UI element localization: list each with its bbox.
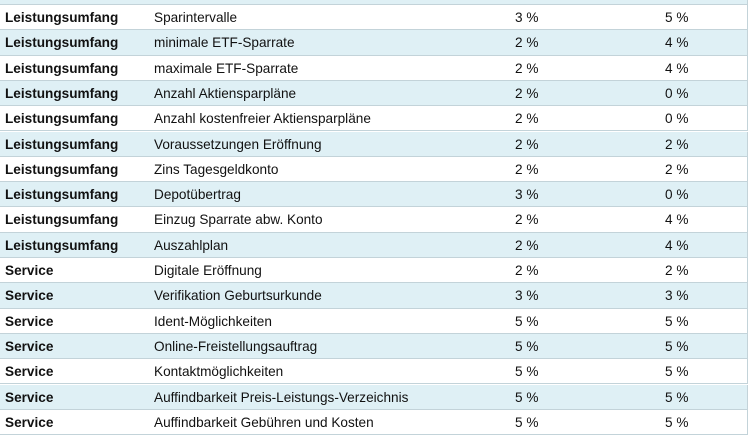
table-cell: 4 % xyxy=(665,237,689,253)
table-cell: Service xyxy=(5,288,54,304)
table-cell: Auszahlplan xyxy=(154,237,229,253)
table-cell: 2 % xyxy=(515,263,539,278)
table-cell: 5 % xyxy=(515,313,539,329)
table-row: Service Auffindbarkeit Preis-Leistungs-Ve… xyxy=(0,384,748,410)
table-cell: Digitale Eröffnung xyxy=(154,263,262,278)
table-row: Leistungsumfang minimale ETF-Sparrate 2 % 4… xyxy=(0,30,748,56)
table-cell: Leistungsumfang xyxy=(5,60,119,76)
table-cell: Service xyxy=(5,338,54,354)
table-cell: 0 % xyxy=(665,111,689,127)
table-cell: 2 % xyxy=(515,136,539,152)
table-cell: 5 % xyxy=(665,313,689,329)
table-cell: 5 % xyxy=(515,364,539,380)
table-cell: 5 % xyxy=(515,414,539,430)
table-cell: Online-Freistellungsauftrag xyxy=(154,338,318,354)
table-cell: 5 % xyxy=(665,414,689,430)
table-cell: 2 % xyxy=(515,111,539,127)
table-cell: 4 % xyxy=(665,35,689,51)
table-cell: 5 % xyxy=(665,10,689,25)
table-cell: Voraussetzungen Eröffnung xyxy=(154,136,322,152)
table-cell: Anzahl kostenfreier Aktiensparpläne xyxy=(154,111,371,127)
table-cell: 2 % xyxy=(515,237,539,253)
table-cell: 5 % xyxy=(665,338,689,354)
table-cell: Leistungsumfang xyxy=(5,35,119,51)
table-cell: 3 % xyxy=(515,10,539,25)
table-cell: 2 % xyxy=(665,161,689,177)
table-cell: maximale ETF-Sparrate xyxy=(154,60,299,76)
table-cell: 2 % xyxy=(515,85,539,101)
table-cell: 2 % xyxy=(515,161,539,177)
table-row: Service Kontaktmöglichkeiten 5 % 5 % xyxy=(0,359,748,385)
table-row: Service Auffindbarkeit Gebühren und Koste… xyxy=(0,409,748,435)
table-cell: 5 % xyxy=(665,389,689,405)
table-cell: 3 % xyxy=(515,288,539,304)
table-row xyxy=(0,0,748,5)
table-cell: Sparintervalle xyxy=(154,10,238,25)
table-cell: 2 % xyxy=(515,212,539,228)
table-row: Service Verifikation Geburtsurkunde 3 % 3 % xyxy=(0,283,748,309)
table-cell: 5 % xyxy=(665,364,689,380)
table-cell: Service xyxy=(5,414,54,430)
table-cell: Ident-Möglichkeiten xyxy=(154,313,272,329)
table-cell: Auffindbarkeit Preis-Leistungs-Verzeichn… xyxy=(154,389,409,405)
table-cell: Verifikation Geburtsurkunde xyxy=(154,288,322,304)
table-row: Leistungsumfang Anzahl Aktiensparpläne 2 %… xyxy=(0,80,748,107)
table-cell: Leistungsumfang xyxy=(5,10,119,25)
table-row: Service Ident-Möglichkeiten 5 % 5 % xyxy=(0,308,748,334)
table-cell: 2 % xyxy=(665,136,689,152)
table-row: Leistungsumfang Zins Tagesgeldkonto 2 % 2 % xyxy=(0,156,748,183)
table-cell: 2 % xyxy=(515,60,539,76)
table-cell: 0 % xyxy=(665,85,689,101)
table-cell: 2 % xyxy=(515,35,539,51)
table-cell: 5 % xyxy=(515,389,539,405)
table-row: Leistungsumfang Auszahlplan 2 % 4 % xyxy=(0,232,748,258)
table-cell: 2 % xyxy=(665,263,689,278)
table-cell: Leistungsumfang xyxy=(5,237,119,253)
table-cell: Leistungsumfang xyxy=(5,136,119,152)
table-cell: minimale ETF-Sparrate xyxy=(154,35,295,51)
table-cell: Einzug Sparrate abw. Konto xyxy=(154,212,323,228)
table-cell: Leistungsumfang xyxy=(5,161,119,177)
table-row: Leistungsumfang Sparintervalle 3 % 5 % xyxy=(0,5,748,31)
table-cell: Service xyxy=(5,263,54,278)
table-cell: Depotübertrag xyxy=(154,187,241,203)
table-cell: Anzahl Aktiensparpläne xyxy=(154,85,297,101)
table-cell: 4 % xyxy=(665,212,689,228)
table-row: Leistungsumfang Einzug Sparrate abw. Kont… xyxy=(0,207,748,233)
table-row: Leistungsumfang Anzahl kostenfreier Aktie… xyxy=(0,106,748,132)
table-cell: 5 % xyxy=(515,338,539,354)
table-cell: 3 % xyxy=(665,288,689,304)
table-cell: 3 % xyxy=(515,187,539,203)
table-cell: Leistungsumfang xyxy=(5,187,119,203)
table-cell: Service xyxy=(5,313,54,329)
table-cell: Auffindbarkeit Gebühren und Kosten xyxy=(154,414,374,430)
table-row: Service Online-Freistellungsauftrag 5 % 5 % xyxy=(0,333,748,360)
table-row: Service Digitale Eröffnung 2 % 2 % xyxy=(0,258,748,284)
table-cell: Leistungsumfang xyxy=(5,111,119,127)
table-cell: Service xyxy=(5,364,54,380)
table-row: Leistungsumfang Depotübertrag 3 % 0 % xyxy=(0,182,748,208)
table-cell: Leistungsumfang xyxy=(5,85,119,101)
table-cell: Leistungsumfang xyxy=(5,212,119,228)
table-cell: 4 % xyxy=(665,60,689,76)
table-cell: Zins Tagesgeldkonto xyxy=(154,161,279,177)
table-cell: Service xyxy=(5,389,54,405)
table-row: Leistungsumfang Voraussetzungen Eröffnung… xyxy=(0,131,748,157)
table-cell: 0 % xyxy=(665,187,689,203)
table-row: Leistungsumfang maximale ETF-Sparrate 2 % 4… xyxy=(0,55,748,81)
table-cell: Kontaktmöglichkeiten xyxy=(154,364,284,380)
